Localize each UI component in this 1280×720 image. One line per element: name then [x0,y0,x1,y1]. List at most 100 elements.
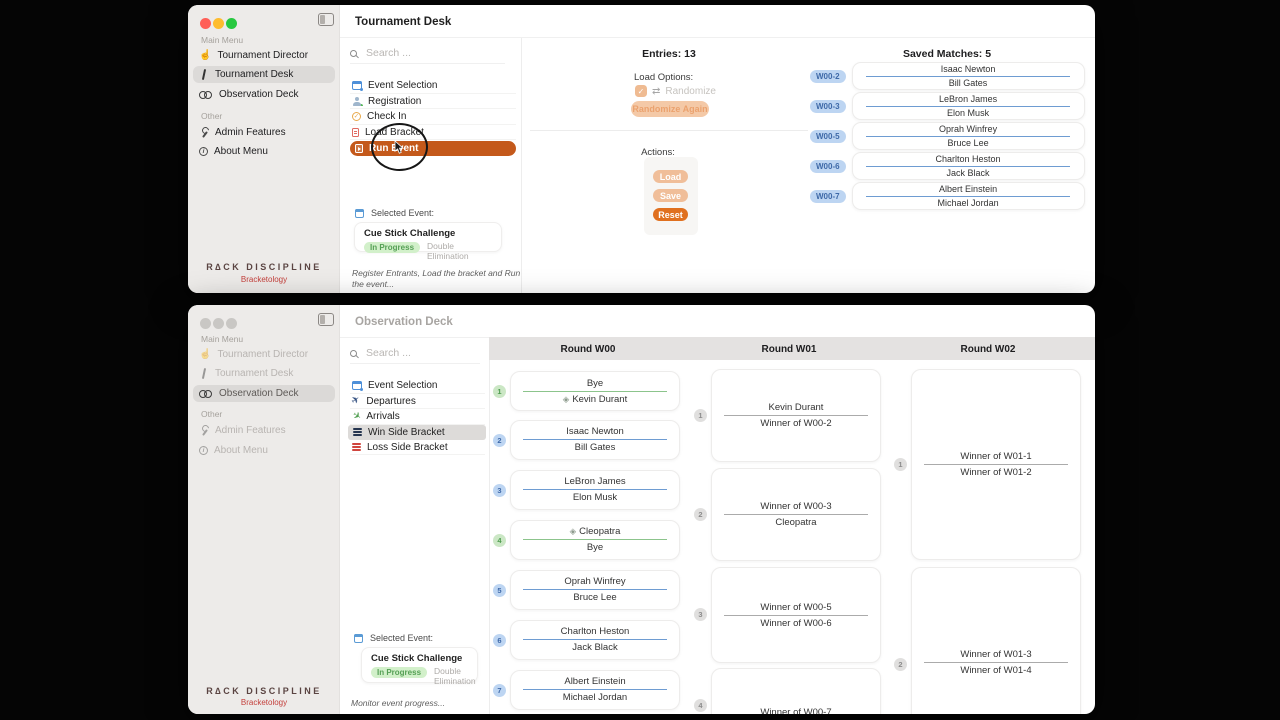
saved-match-card: LeBron James Elon Musk [851,92,1085,120]
match-number-badge: 2 [894,657,907,671]
sidebar-section-label: Other [201,111,223,121]
sidebar-item-label: Tournament Director [217,50,309,61]
sidebar-item-about-menu[interactable]: i About Menu [193,442,335,459]
bracket-match-card: Kevin Durant Winner of W00-2 [711,369,881,462]
saved-match-row: W00-7 Albert Einstein Michael Jordan [810,182,1085,210]
sidebar-item-admin-features[interactable]: Admin Features [193,422,335,439]
sidebar-item-label: Admin Features [215,425,286,436]
sidebar-item-about-menu[interactable]: i About Menu [193,143,335,160]
brand-name: R∆CK DISCIPLINE [206,686,322,696]
traffic-light-close[interactable] [200,18,211,29]
match-divider [866,75,1070,77]
nav-item-loss-side-bracket[interactable]: Loss Side Bracket [350,440,485,455]
run-event-icon [355,144,363,153]
nav-item-label: Arrivals [366,411,400,422]
sidebar-item-tournament-director[interactable]: ☝ Tournament Director [193,346,335,363]
win-bracket-list-icon [353,428,362,437]
traffic-light-zoom[interactable] [226,18,237,29]
sidebar-item-tournament-director[interactable]: ☝ Tournament Director [193,47,335,64]
reset-button[interactable]: Reset [653,208,688,221]
match-id-badge: W00-3 [810,99,846,113]
load-button[interactable]: Load [653,170,688,183]
sidebar-item-admin-features[interactable]: Admin Features [193,124,335,141]
load-options-label: Load Options: [634,72,694,83]
bracket-match-card: Winner of W01-1 Winner of W01-2 [911,369,1081,560]
match-bottom-name: Winner of W01-4 [960,664,1032,676]
document-icon [352,127,359,137]
match-number-badge: 5 [493,583,506,597]
nav-item-check-in[interactable]: ✓ Check In [350,110,516,125]
match-divider [522,689,668,690]
match-bottom-name: Winner of W01-2 [960,467,1032,478]
selected-event-label: Selected Event: [354,633,433,643]
hint-text: Register Entrants, Load the bracket and … [352,268,521,290]
match-bottom-name: Michael Jordan [562,692,628,703]
loss-bracket-list-icon [352,443,361,452]
match-top-name: Kevin Durant [768,402,824,413]
search-input[interactable] [364,346,484,360]
bracket-match-card: LeBron James Elon Musk [510,469,680,510]
sidebar-toggle-icon[interactable] [318,13,334,26]
bracket-match-card: Albert Einstein Michael Jordan [510,669,680,710]
match-top-name: Charlton Heston [560,626,630,637]
sidebar-item-observation-deck[interactable]: Observation Deck [193,86,335,103]
search-icon [350,349,357,357]
randomize-again-button[interactable]: Randomize Again [631,101,709,117]
match-id-badge: W00-6 [810,159,846,173]
sidebar-toggle-icon[interactable] [318,313,334,326]
traffic-light-minimize[interactable] [213,318,224,329]
match-bottom-name: Jack Black [572,642,618,653]
check-in-icon: ✓ [352,112,361,121]
binoculars-icon [199,389,213,398]
search-bar [350,46,484,60]
nav-item-departures[interactable]: ✈ Departures [349,393,485,409]
nav-item-event-selection[interactable]: Event Selection [350,79,516,94]
match-number-badge: 3 [694,607,707,621]
match-top-name: Winner of W01-1 [960,451,1032,462]
nav-item-event-selection[interactable]: Event Selection [350,379,485,394]
match-top-name: LeBron James [939,94,998,104]
bracket-match-card: Charlton Heston Jack Black [510,619,680,660]
section-divider [530,130,808,131]
round-title-w00: Round W00 [560,344,616,355]
match-bottom-name: Jack Black [946,168,990,178]
save-button[interactable]: Save [653,189,688,202]
hint-text: Monitor event progress... [351,698,446,708]
cue-stick-icon [199,69,209,80]
info-icon: i [199,147,208,156]
randomize-checkbox[interactable]: ✓ [635,85,647,97]
bracket-match-card: Bye ◈ Kevin Durant [510,371,680,411]
round-header-band [489,337,1095,360]
match-bottom-name: ◈ Kevin Durant [562,393,628,405]
traffic-light-zoom[interactable] [226,318,237,329]
match-divider [923,464,1069,465]
sidebar-item-observation-deck[interactable]: Observation Deck [193,385,335,402]
match-divider [522,390,668,392]
window-title: Observation Deck [355,316,453,328]
nav-item-win-side-bracket[interactable]: Win Side Bracket [348,424,486,440]
sidebar-item-tournament-desk[interactable]: Tournament Desk [193,66,335,83]
arrivals-plane-icon: ✈ [349,409,364,423]
match-top-name: Albert Einstein [564,676,626,687]
search-input[interactable] [364,46,484,60]
titlebar-divider [340,37,1095,38]
binoculars-icon [199,90,213,99]
match-id-badge: W00-7 [810,189,846,203]
match-top-name: Isaac Newton [566,426,624,437]
nav-item-registration[interactable]: Registration [350,94,516,109]
traffic-light-close[interactable] [200,318,211,329]
sidebar-item-label: Tournament Desk [215,69,294,80]
event-name: Cue Stick Challenge [364,228,456,239]
traffic-light-minimize[interactable] [213,18,224,29]
departures-plane-icon: ✈ [349,393,363,408]
saved-match-row: W00-3 LeBron James Elon Musk [810,92,1085,120]
saved-matches-title: Saved Matches: 5 [902,48,992,60]
nav-item-arrivals[interactable]: ✈ Arrivals [349,409,485,425]
sidebar-item-tournament-desk[interactable]: Tournament Desk [193,365,335,382]
match-divider [866,105,1070,107]
event-name: Cue Stick Challenge [371,653,463,664]
mouse-cursor [394,140,405,154]
nav-item-label: Event Selection [368,80,438,91]
saved-match-row: W00-5 Oprah Winfrey Bruce Lee [810,122,1085,150]
